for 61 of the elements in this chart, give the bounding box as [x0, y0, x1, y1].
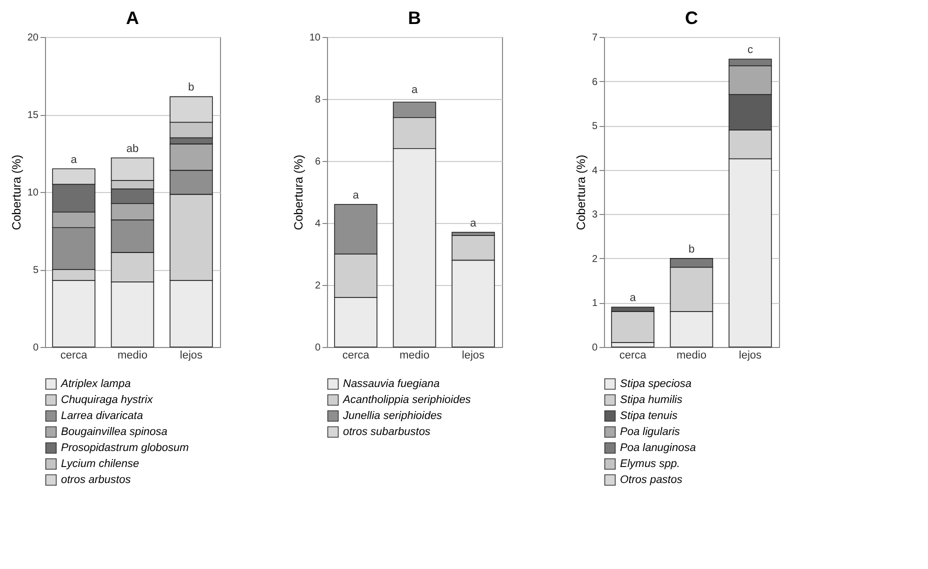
legend-label: Atriplex lampa: [60, 378, 131, 390]
y-tick-label: 15: [27, 110, 39, 121]
chart-title: A: [126, 8, 139, 28]
legend-label: otros arbustos: [61, 474, 132, 486]
y-tick-label: 1: [592, 298, 598, 310]
y-tick-label: 4: [592, 165, 598, 176]
annotation: c: [747, 44, 754, 56]
x-tick-label: lejos: [180, 350, 204, 362]
x-tick-label: cerca: [342, 350, 370, 362]
y-tick-label: 3: [592, 210, 598, 221]
y-tick-label: 7: [592, 32, 598, 44]
annotation: a: [70, 154, 78, 166]
legend-label: Poa ligularis: [620, 426, 680, 438]
x-tick-label: cerca: [619, 350, 648, 362]
y-axis-title: Cobertura (%): [9, 154, 24, 230]
legend-label: Prosopidastrum globosum: [61, 442, 189, 454]
legend-label: Poa lanuginosa: [620, 442, 696, 454]
y-tick-label: 10: [309, 32, 321, 44]
chart-title: B: [408, 8, 421, 28]
y-tick-label: 8: [314, 94, 321, 106]
legend-label: Otros pastos: [620, 474, 683, 486]
y-tick-label: 0: [592, 342, 598, 354]
legend-label: Stipa tenuis: [620, 410, 678, 422]
y-tick-label: 0: [314, 342, 321, 354]
y-tick-label: 4: [314, 218, 321, 230]
legend-label: Bougainvillea spinosa: [61, 426, 168, 438]
y-tick-label: 6: [314, 156, 321, 168]
y-axis-title: Cobertura (%): [291, 154, 306, 230]
annotation: a: [411, 84, 418, 96]
legend-label: Larrea divaricata: [61, 410, 143, 422]
chart-title: C: [685, 8, 698, 28]
y-tick-label: 2: [592, 254, 598, 265]
x-tick-label: lejos: [738, 350, 762, 362]
x-tick-label: medio: [400, 350, 430, 362]
legend-label: Acantholippia seriphioides: [342, 394, 472, 406]
annotation: ab: [126, 142, 139, 155]
annotation: a: [470, 217, 478, 230]
legend-label: Stipa humilis: [620, 394, 683, 406]
legend-label: Elymus spp.: [620, 458, 680, 470]
y-tick-label: 10: [27, 188, 39, 198]
y-tick-label: 6: [592, 76, 598, 88]
legend-label: Stipa speciosa: [620, 378, 692, 390]
legend-label: Chuquiraga hystrix: [61, 394, 154, 406]
annotation: b: [188, 82, 194, 94]
y-tick-label: 0: [32, 342, 39, 354]
y-tick-label: 5: [592, 121, 598, 132]
annotation: b: [688, 243, 695, 256]
legend-label: Lycium chilense: [61, 458, 140, 470]
x-tick-label: medio: [118, 350, 148, 362]
legend-label: Junellia seriphioides: [342, 410, 443, 422]
annotation: a: [630, 292, 637, 304]
annotation: a: [352, 189, 360, 202]
x-tick-label: lejos: [462, 350, 486, 362]
x-tick-label: cerca: [60, 350, 88, 362]
legend-label: otros subarbustos: [343, 426, 431, 438]
y-tick-label: 5: [32, 265, 39, 276]
y-tick-label: 2: [314, 280, 321, 292]
y-tick-label: 20: [27, 32, 39, 44]
y-axis-title: Cobertura (%): [574, 154, 588, 230]
x-tick-label: medio: [676, 350, 706, 362]
legend-label: Nassauvia fuegiana: [343, 378, 440, 390]
